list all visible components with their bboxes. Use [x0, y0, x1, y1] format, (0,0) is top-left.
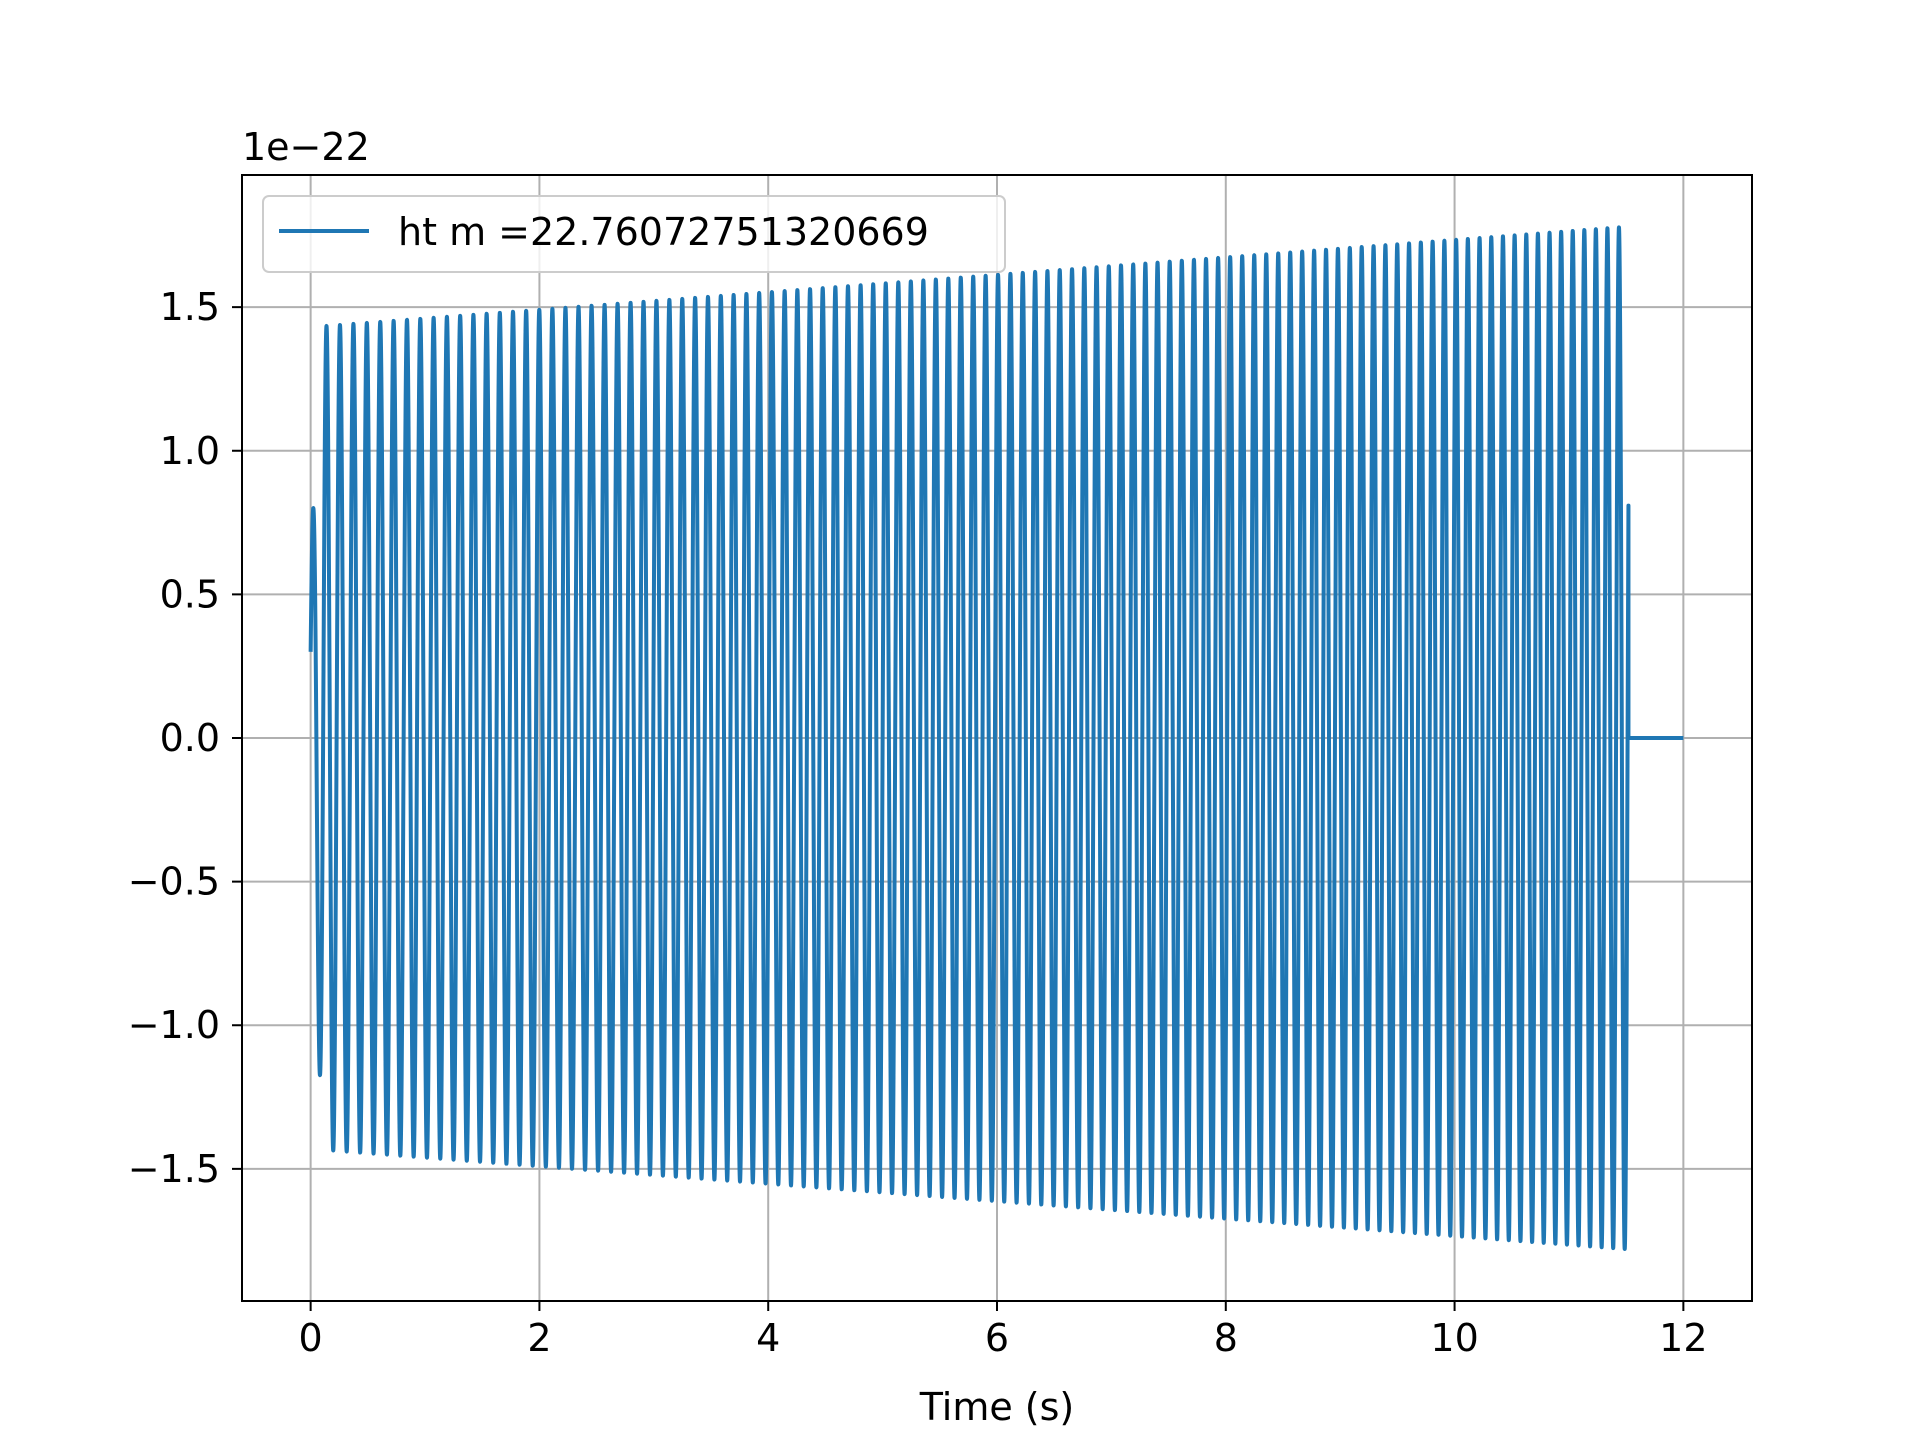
y-axis: −1.5 −1.0 −0.5 0.0 0.5 1.0 1.5 — [128, 285, 242, 1191]
series-line-0 — [308, 225, 1684, 1251]
legend-box — [262, 195, 1006, 273]
plot-area — [308, 225, 1684, 1251]
x-axis: 0 2 4 6 8 10 12 — [299, 1301, 1708, 1360]
x-tick-label: 10 — [1430, 1316, 1478, 1360]
x-tick-label: 4 — [756, 1316, 780, 1360]
y-tick-label: 1.0 — [160, 429, 220, 473]
y-tick-label: −0.5 — [128, 860, 220, 904]
x-tick-label: 2 — [527, 1316, 551, 1360]
x-tick-label: 0 — [299, 1316, 323, 1360]
y-tick-label: 1.5 — [160, 285, 220, 329]
y-tick-label: 0.0 — [160, 716, 220, 760]
y-tick-label: 0.5 — [160, 572, 220, 616]
legend: ht m =22.76072751320669 — [262, 195, 1006, 273]
x-tick-label: 6 — [985, 1316, 1009, 1360]
x-axis-label: Time (s) — [919, 1385, 1075, 1429]
x-tick-label: 12 — [1659, 1316, 1707, 1360]
x-tick-label: 8 — [1214, 1316, 1238, 1360]
y-tick-label: −1.0 — [128, 1003, 220, 1047]
y-tick-label: −1.5 — [128, 1147, 220, 1191]
legend-entry: ht m =22.76072751320669 — [398, 210, 929, 254]
y-offset-label: 1e−22 — [242, 125, 370, 169]
